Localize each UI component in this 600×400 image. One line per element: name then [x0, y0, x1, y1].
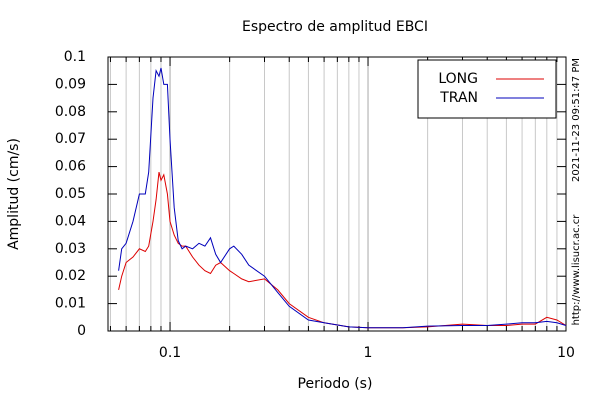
x-tick-label: 1 [364, 345, 373, 361]
legend-label: LONG [438, 71, 478, 87]
y-tick-label: 0.08 [55, 104, 86, 120]
y-tick-label: 0.02 [55, 268, 86, 284]
legend-label: TRAN [439, 90, 478, 106]
y-tick-label: 0.07 [55, 131, 86, 147]
series-line [118, 67, 567, 329]
y-tick-label: 0.03 [55, 241, 86, 257]
timestamp: 2021-11-23 09:51:47 PM [571, 58, 582, 182]
chart-title: Espectro de amplitud EBCI [242, 19, 428, 35]
legend-box [417, 59, 557, 119]
x-tick-label: 10 [557, 345, 575, 361]
plot-frame [107, 56, 567, 332]
y-tick-label: 0.09 [55, 76, 86, 92]
y-tick-label: 0.1 [64, 49, 86, 65]
y-tick-label: 0.01 [55, 296, 86, 312]
y-tick-label: 0.05 [55, 186, 86, 202]
y-tick-label: 0.04 [55, 213, 86, 229]
y-tick-label: 0 [77, 323, 86, 339]
source-url: http://www.lisucr.ac.cr [571, 214, 582, 326]
y-tick-label: 0.06 [55, 159, 86, 175]
y-axis-label: Amplitud (cm/s) [6, 138, 22, 250]
x-tick-label: 0.1 [159, 345, 181, 361]
x-axis-label: Periodo (s) [298, 376, 373, 392]
series-line [118, 171, 567, 329]
